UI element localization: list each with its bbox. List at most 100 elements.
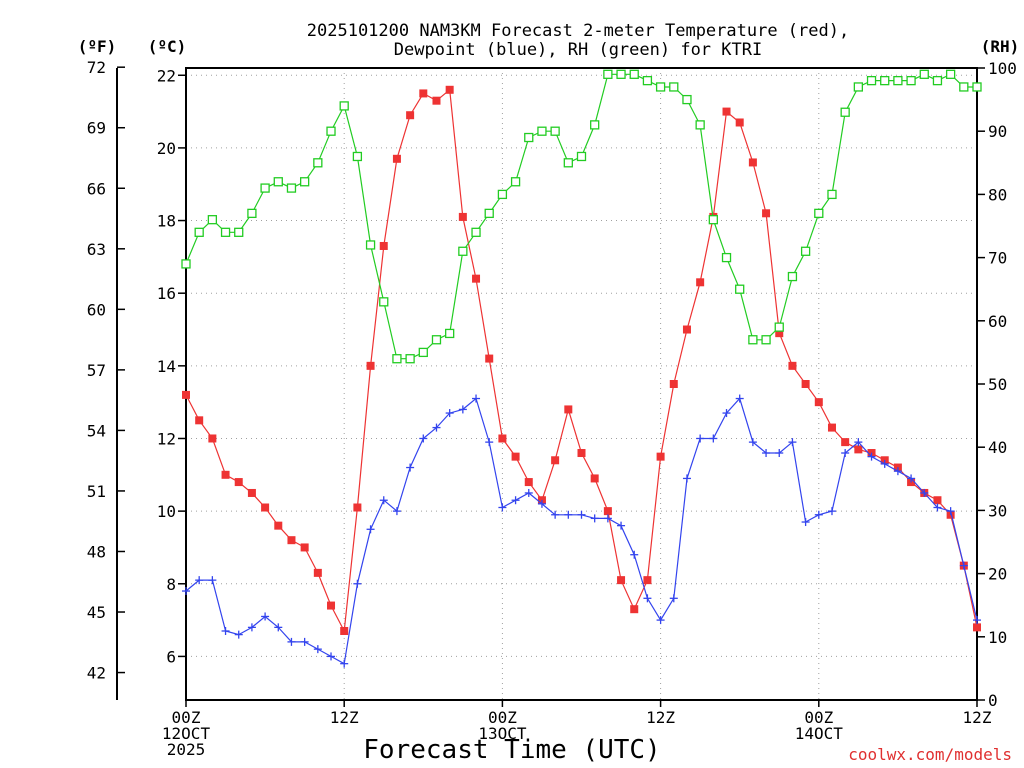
gridlines xyxy=(186,68,977,700)
data-point xyxy=(814,208,824,219)
data-point xyxy=(313,645,322,654)
x-tick-label: 00Z xyxy=(488,708,517,727)
data-point xyxy=(854,438,863,447)
chart-title: 2025101200 NAM3KM Forecast 2-meter Tempe… xyxy=(307,21,849,60)
data-point xyxy=(695,120,705,130)
data-point xyxy=(524,132,534,143)
data-point xyxy=(339,101,349,111)
title-line: Dewpoint (blue), RH (green) for KTRI xyxy=(394,40,762,60)
fahrenheit-tick-label: 57 xyxy=(87,361,106,380)
data-point xyxy=(432,96,441,105)
x-tick-label: 12OCT xyxy=(162,724,211,743)
data-point xyxy=(669,380,678,388)
x-tick-label: 14OCT xyxy=(795,724,844,743)
data-point xyxy=(682,325,691,334)
data-point xyxy=(643,594,652,603)
data-point xyxy=(445,85,454,94)
data-point xyxy=(682,94,692,105)
fahrenheit-tick-label: 72 xyxy=(87,58,106,77)
data-point xyxy=(300,637,309,646)
rh-tick-label: 70 xyxy=(988,249,1007,268)
data-point xyxy=(181,259,191,269)
data-point xyxy=(286,183,297,193)
celsius-tick-label: 10 xyxy=(157,502,176,521)
data-point xyxy=(841,449,850,458)
data-point xyxy=(498,503,507,512)
data-point xyxy=(866,75,877,86)
data-point xyxy=(669,594,678,603)
data-point xyxy=(590,120,600,130)
data-point xyxy=(919,69,929,79)
credit-link[interactable]: coolwx.com/models xyxy=(848,745,1012,764)
fahrenheit-tick-label: 51 xyxy=(87,482,106,501)
celsius-tick-label: 6 xyxy=(166,647,176,666)
data-point xyxy=(801,518,810,527)
data-point xyxy=(854,445,863,454)
data-point xyxy=(445,328,455,339)
data-point xyxy=(590,514,599,523)
data-point xyxy=(551,456,560,465)
data-point xyxy=(814,398,823,407)
data-point xyxy=(524,478,533,487)
rh-tick-label: 100 xyxy=(988,59,1017,78)
x-tick-label: 00Z xyxy=(804,708,833,727)
data-point xyxy=(827,189,837,200)
celsius-unit-label: (ºC) xyxy=(148,37,187,56)
data-point xyxy=(392,507,401,516)
data-point xyxy=(471,227,481,237)
data-point xyxy=(472,274,481,283)
data-point xyxy=(221,626,230,635)
rh-tick-label: 60 xyxy=(988,312,1007,331)
data-point xyxy=(327,601,336,610)
data-point xyxy=(959,82,969,92)
data-point xyxy=(827,507,836,516)
data-point xyxy=(327,652,336,661)
data-point xyxy=(893,467,902,476)
data-point xyxy=(603,507,612,516)
data-point xyxy=(313,568,322,577)
data-point xyxy=(577,449,586,458)
plot-frame xyxy=(185,67,978,701)
fahrenheit-tick-label: 63 xyxy=(87,240,106,259)
data-point xyxy=(788,361,797,370)
data-point xyxy=(617,576,626,585)
celsius-tick-label: 20 xyxy=(157,139,176,158)
data-point xyxy=(366,361,375,370)
celsius-tick-label: 18 xyxy=(157,212,176,231)
data-point xyxy=(313,158,323,168)
data-point xyxy=(221,470,230,479)
data-point xyxy=(274,623,283,632)
data-point xyxy=(630,605,639,614)
data-point xyxy=(484,208,494,219)
data-point xyxy=(893,75,903,86)
series-temperature xyxy=(182,85,981,635)
rh-tick-label: 0 xyxy=(988,691,998,710)
data-point xyxy=(748,438,757,447)
data-point xyxy=(840,107,850,117)
data-point xyxy=(208,576,217,585)
x-tick-label: 00Z xyxy=(172,708,201,727)
data-point xyxy=(932,75,943,86)
data-point xyxy=(721,252,732,263)
data-point xyxy=(656,452,665,461)
data-point xyxy=(801,380,810,388)
data-point xyxy=(775,329,784,338)
fahrenheit-tick-label: 66 xyxy=(87,179,106,198)
data-point xyxy=(247,488,256,497)
data-point xyxy=(537,126,547,136)
data-point xyxy=(590,474,599,483)
data-point xyxy=(195,576,204,585)
rh-tick-label: 30 xyxy=(988,501,1007,520)
data-point xyxy=(616,69,626,79)
data-point xyxy=(603,514,612,523)
data-point xyxy=(207,215,218,225)
data-point xyxy=(234,227,244,237)
data-point xyxy=(617,521,626,530)
data-point xyxy=(629,69,639,79)
fahrenheit-tick-label: 60 xyxy=(87,300,106,319)
data-point xyxy=(814,510,823,519)
data-point xyxy=(287,536,296,545)
data-point xyxy=(880,459,889,468)
data-point xyxy=(498,434,507,443)
data-point xyxy=(406,111,415,120)
